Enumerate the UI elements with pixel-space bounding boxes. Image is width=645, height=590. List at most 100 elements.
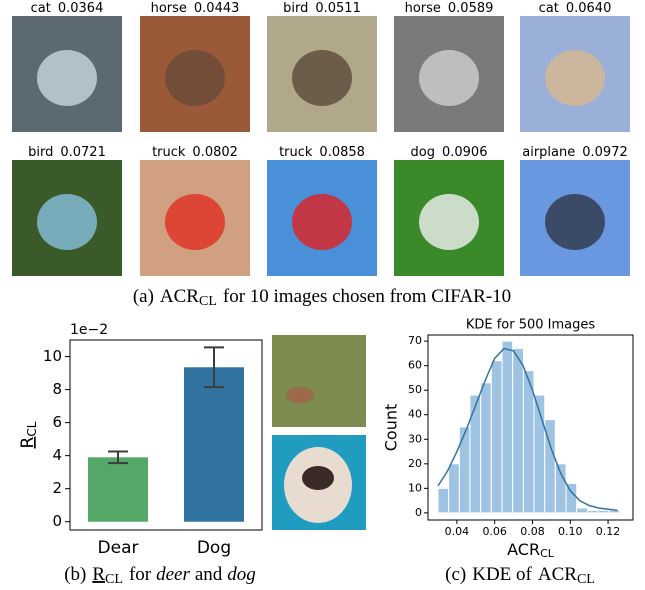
image-class: cat xyxy=(31,1,51,16)
figure: (a)ACRCLfor 10 images chosen from CIFAR-… xyxy=(0,0,645,590)
histogram-bar xyxy=(438,488,449,513)
y-tick-label: 0 xyxy=(52,512,62,530)
histogram-bar xyxy=(577,508,588,513)
y-tick-label: 50 xyxy=(408,383,422,396)
histogram-bar xyxy=(470,395,481,513)
caption-text: KDE of xyxy=(472,564,532,585)
image-detail xyxy=(165,50,225,106)
image-detail xyxy=(37,194,97,250)
page: (a)ACRCLfor 10 images chosen from CIFAR-… xyxy=(0,0,645,590)
caption-text: for xyxy=(129,564,152,585)
image-class: cat xyxy=(539,1,559,16)
offset-text: 1e−2 xyxy=(70,322,108,338)
image-label: dog 0.0906 xyxy=(411,145,488,160)
x-tick-label: Dear xyxy=(98,538,139,558)
image-score: 0.0443 xyxy=(194,1,240,16)
caption-sub: CL xyxy=(105,572,123,587)
y-tick-label: 10 xyxy=(408,481,422,494)
caption-text: for 10 images chosen from CIFAR-10 xyxy=(223,286,511,307)
x-tick-label: 0.12 xyxy=(596,525,621,538)
image-label: bird 0.0511 xyxy=(283,1,361,16)
image-class: dog xyxy=(411,145,435,160)
y-tick-label: 60 xyxy=(408,359,422,372)
image-class: horse xyxy=(151,1,187,16)
chart-title: KDE for 500 Images xyxy=(466,318,596,333)
image-score: 0.0589 xyxy=(448,1,494,16)
y-axis-label: RCL xyxy=(18,421,39,448)
caption-em: dog xyxy=(227,564,256,585)
caption-sub: CL xyxy=(577,572,595,587)
bar xyxy=(88,457,148,521)
x-tick-label: 0.08 xyxy=(520,525,545,538)
caption-sub: CL xyxy=(199,294,217,309)
x-tick-label: 0.04 xyxy=(445,525,470,538)
x-label-sub: CL xyxy=(540,547,555,560)
image-detail xyxy=(419,194,479,250)
x-label-main: ACR xyxy=(507,540,540,559)
y-label-sub: CL xyxy=(25,421,39,436)
image-detail xyxy=(302,466,334,490)
image-score: 0.0721 xyxy=(60,145,106,160)
y-tick-label: 0 xyxy=(415,506,422,519)
histogram-bar xyxy=(491,361,502,513)
histogram-bar xyxy=(481,383,492,513)
histogram-bar xyxy=(502,341,513,513)
image-detail xyxy=(292,50,352,106)
image-score: 0.0802 xyxy=(192,145,238,160)
x-tick-label: 0.10 xyxy=(558,525,583,538)
histogram-bar xyxy=(587,510,598,512)
y-tick-label: 70 xyxy=(408,334,422,347)
image-detail xyxy=(545,194,605,250)
histogram-bar xyxy=(566,483,577,512)
y-tick-label: 40 xyxy=(408,408,422,421)
y-axis-label: Count xyxy=(382,404,401,452)
y-tick-label: 2 xyxy=(52,479,62,497)
image-label: airplane 0.0972 xyxy=(522,145,628,160)
image-class: truck xyxy=(279,145,313,160)
image-detail xyxy=(292,194,352,250)
x-tick-label: 0.06 xyxy=(482,525,507,538)
y-tick-label: 30 xyxy=(408,432,422,445)
image-class: truck xyxy=(152,145,186,160)
caption-prefix: (b) xyxy=(64,564,86,585)
y-tick-label: 20 xyxy=(408,457,422,470)
image-score: 0.0640 xyxy=(566,1,612,16)
y-tick-label: 4 xyxy=(52,446,62,464)
caption-prefix: (a) xyxy=(133,286,154,307)
caption-math: ACR xyxy=(160,286,199,307)
image-score: 0.0906 xyxy=(442,145,488,160)
histogram-bar xyxy=(459,427,470,513)
y-tick-label: 10 xyxy=(43,347,62,365)
caption-em: deer xyxy=(156,564,190,585)
image-label: horse 0.0443 xyxy=(151,1,240,16)
histogram-bar xyxy=(555,464,566,513)
y-tick-label: 6 xyxy=(52,413,62,431)
image-label: horse 0.0589 xyxy=(405,1,494,16)
x-axis-label: ACRCL xyxy=(507,540,555,561)
image-detail xyxy=(286,387,314,403)
image-class: horse xyxy=(405,1,441,16)
image-score: 0.0364 xyxy=(58,1,104,16)
image-label: truck 0.0802 xyxy=(152,145,238,160)
image-score: 0.0972 xyxy=(582,145,628,160)
histogram-bar xyxy=(449,464,460,513)
image-deer xyxy=(272,335,366,427)
image-class: bird xyxy=(283,1,308,16)
image-detail xyxy=(165,194,225,250)
y-tick-label: 8 xyxy=(52,380,62,398)
image-detail xyxy=(545,50,605,106)
y-label-main: R xyxy=(18,436,38,448)
image-label: cat 0.0364 xyxy=(31,1,104,16)
image-detail xyxy=(37,50,97,106)
x-tick-label: Dog xyxy=(197,538,231,558)
image-score: 0.0511 xyxy=(315,1,361,16)
histogram-bar xyxy=(513,348,524,512)
image-class: airplane xyxy=(522,145,575,160)
caption-math: R xyxy=(92,564,105,585)
caption-a: (a) ACRCL for 10 images chosen from CIFAR-… xyxy=(133,286,511,309)
histogram-bar xyxy=(609,510,620,512)
